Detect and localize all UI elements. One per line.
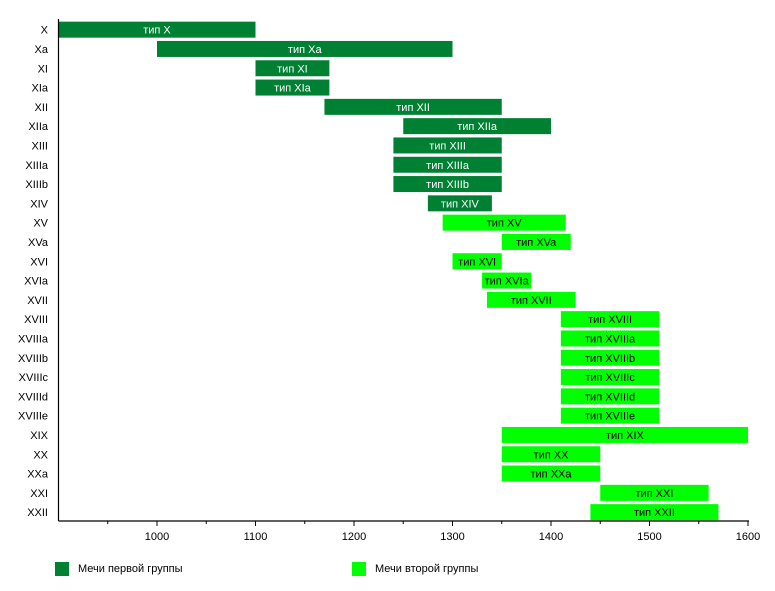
bar-label-XVI: тип XVI [458,256,496,268]
x-tick-label-1200: 1200 [342,531,366,543]
bar-XVIIIe [560,407,660,424]
bar-XVII [486,291,576,308]
row-label-XXa: XXa [27,469,49,481]
legend-item-group-1: Мечи первой группы [55,562,183,576]
bar-label-XVIIIb: тип XVIIIb [585,353,635,365]
bar-label-XVIa: тип XVIa [485,276,530,288]
row-label-XXII: XXII [27,507,48,519]
bar-XIIIb [393,176,502,193]
bar-XII [324,98,502,115]
row-label-XVIII: XVIII [24,314,48,326]
row-label-XVII: XVII [27,295,48,307]
row-label-XIX: XIX [30,430,48,442]
row-label-XX: XX [33,449,48,461]
x-tick-label-1500: 1500 [637,531,661,543]
row-label-XVI: XVI [30,256,48,268]
x-tick-label-1100: 1100 [244,531,268,543]
bar-XVIIIa [560,330,660,347]
row-label-XIII: XIII [31,140,48,152]
bar-label-XVIIIc: тип XVIIIc [585,372,635,384]
row-label-XIa: XIa [31,83,48,95]
legend-label-group-2: Мечи второй группы [375,563,479,575]
bar-label-XIIIa: тип XIIIa [426,160,470,172]
row-label-XVIIIe: XVIIIe [18,411,48,423]
bar-label-XIa: тип XIa [274,83,312,95]
row-labels: XXaXIXIaXIIXIIaXIIIXIIIaXIIIbXIVXVXVaXVI… [18,25,49,520]
bar-label-XI: тип XI [277,63,308,75]
bar-XX [501,446,601,463]
bar-label-XVIIIe: тип XVIIIe [585,411,635,423]
row-label-XVIa: XVIa [24,276,49,288]
legend-item-group-2: Мечи второй группы [352,562,478,576]
row-label-Xa: Xa [35,44,49,56]
bar-XVIII [560,311,660,328]
row-label-XIIIa: XIIIa [25,160,49,172]
bar-label-Xa: тип Xa [288,44,323,56]
bar-label-XX: тип XX [534,449,570,461]
bar-label-XXII: тип XXII [634,507,675,519]
row-label-XVIIIc: XVIIIc [19,372,49,384]
bar-Xa [157,40,453,57]
bar-XVa [501,233,571,250]
bar-XIIIa [393,156,502,173]
bar-XVIIId [560,388,660,405]
row-label-XI: XI [38,63,48,75]
legend-label-group-1: Мечи первой группы [78,563,183,575]
bar-XI [255,60,330,77]
bar-label-XV: тип XV [487,218,523,230]
axes: 1000 1100 1200 1300 1400 1500 1600 [57,19,760,543]
row-label-XIIIb: XIIIb [25,179,48,191]
bar-label-XIII: тип XIII [429,140,466,152]
row-label-XV: XV [33,218,48,230]
bar-XIX [501,426,748,443]
row-label-XVIIIa: XVIIIa [18,333,49,345]
bar-XV [442,214,566,231]
bar-XIa [255,79,330,96]
bar-label-XIIIb: тип XIIIb [426,179,469,191]
x-tick-label-1300: 1300 [440,531,464,543]
bar-XIIa [403,118,551,135]
bar-label-XVIIIa: тип XVIIIa [585,333,636,345]
row-label-XII: XII [35,102,48,114]
bar-X [58,21,256,38]
bar-XIV [427,195,492,212]
x-tick-label-1000: 1000 [145,531,169,543]
row-label-XXI: XXI [30,488,48,500]
x-tick-label-1600: 1600 [736,531,760,543]
bar-label-XIV: тип XIV [441,198,480,210]
bar-label-XXa: тип XXa [531,469,573,481]
bar-label-XXI: тип XXI [635,488,673,500]
bar-label-XVIII: тип XVIII [588,314,632,326]
bar-XVI [452,253,502,270]
bar-label-X: тип X [143,25,171,37]
bars-layer: тип X тип Xa тип XI тип XIa тип XII тип XIIa т… [58,21,748,521]
legend-swatch-group-2 [352,562,366,576]
bar-XXII [590,504,719,521]
bar-XVIIIc [560,369,660,386]
row-label-XIIa: XIIa [28,121,48,133]
bar-label-XIIa: тип XIIa [457,121,498,133]
x-tick-label-1400: 1400 [539,531,563,543]
row-label-XVa: XVa [28,237,49,249]
row-label-XIV: XIV [30,198,48,210]
legend-swatch-group-1 [55,562,69,576]
bar-label-XVa: тип XVa [516,237,557,249]
row-label-XVIIId: XVIIId [18,391,48,403]
row-label-XVIIIb: XVIIIb [18,353,48,365]
bar-label-XII: тип XII [396,102,430,114]
bar-label-XIX: тип XIX [606,430,645,442]
bar-label-XVIIId: тип XVIIId [585,391,635,403]
bar-XIII [393,137,502,154]
bar-XVIa [482,272,532,289]
bar-XXI [600,484,709,501]
row-label-X: X [41,25,49,37]
bar-XXa [501,465,601,482]
bar-XVIIIb [560,349,660,366]
bar-label-XVII: тип XVII [511,295,552,307]
